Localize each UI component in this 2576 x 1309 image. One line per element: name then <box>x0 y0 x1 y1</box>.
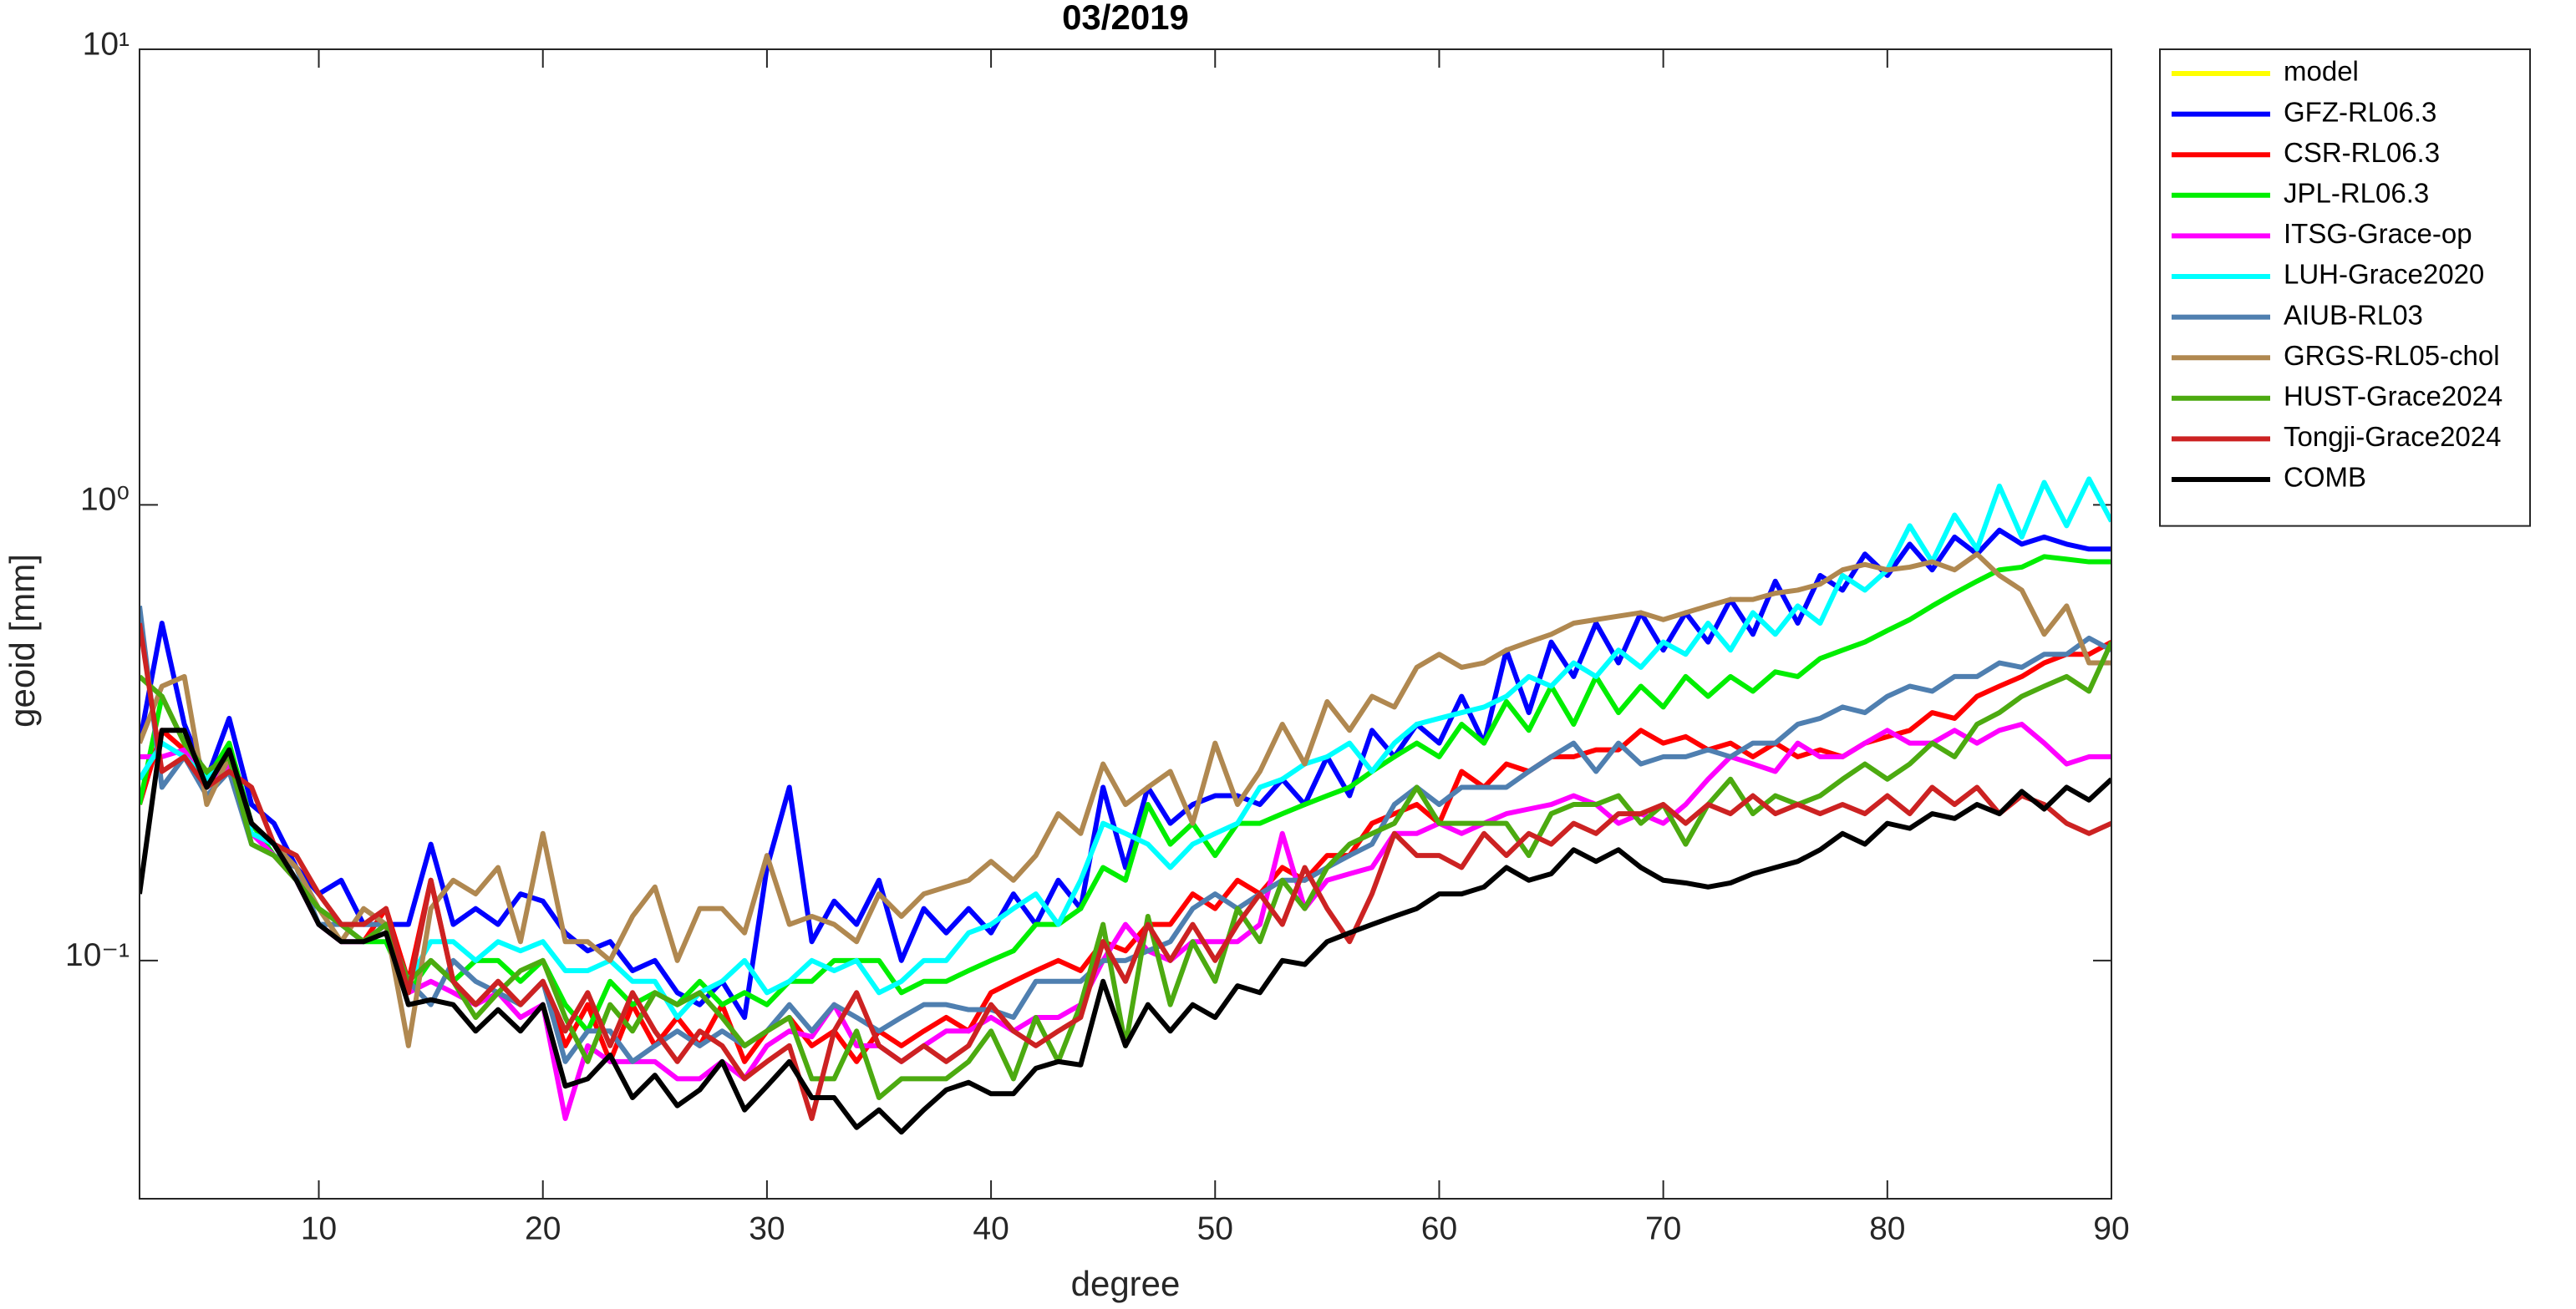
legend-label: COMB <box>2284 462 2366 493</box>
series-line <box>140 728 2111 1135</box>
x-tick-label: 30 <box>749 1210 785 1246</box>
x-axis-label: degree <box>1071 1264 1181 1303</box>
y-axis-label: geoid [mm] <box>3 554 42 728</box>
legend-box <box>2159 48 2531 527</box>
legend-label: JPL-RL06.3 <box>2284 178 2429 209</box>
legend-label: GFZ-RL06.3 <box>2284 96 2436 127</box>
x-tick-label: 60 <box>1421 1210 1457 1246</box>
legend-label: GRGS-RL05-chol <box>2284 340 2500 371</box>
series-line <box>140 606 2111 1064</box>
legend-label: model <box>2284 56 2359 87</box>
series-line <box>140 554 2111 1034</box>
x-tick-label: 10 <box>301 1210 337 1246</box>
x-tick-label: 20 <box>525 1210 561 1246</box>
legend-label: CSR-RL06.3 <box>2284 137 2440 168</box>
x-tick-label: 80 <box>1869 1210 1905 1246</box>
y-tick-label: 10⁻¹ <box>65 937 130 973</box>
legend-label: ITSG-Grace-op <box>2284 218 2472 249</box>
legend-label: LUH-Grace2020 <box>2284 259 2484 290</box>
series-line <box>140 551 2111 1048</box>
legend-label: AIUB-RL03 <box>2284 299 2423 330</box>
legend-label: Tongji-Grace2024 <box>2284 421 2502 452</box>
series-line <box>140 476 2111 1020</box>
plot-lines <box>140 476 2111 1135</box>
x-tick-label: 90 <box>2093 1210 2129 1246</box>
x-tick-label: 70 <box>1645 1210 1681 1246</box>
plot-frame <box>139 48 2112 1200</box>
x-tick-label: 40 <box>973 1210 1009 1246</box>
y-tick-label: 10¹ <box>83 26 130 62</box>
series-line <box>140 527 2111 1020</box>
legend-label: HUST-Grace2024 <box>2284 381 2502 412</box>
x-tick-label: 50 <box>1197 1210 1233 1246</box>
series-line <box>140 622 2111 1121</box>
y-tick-label: 10⁰ <box>80 482 130 518</box>
chart-title: 03/2019 <box>1062 0 1189 37</box>
